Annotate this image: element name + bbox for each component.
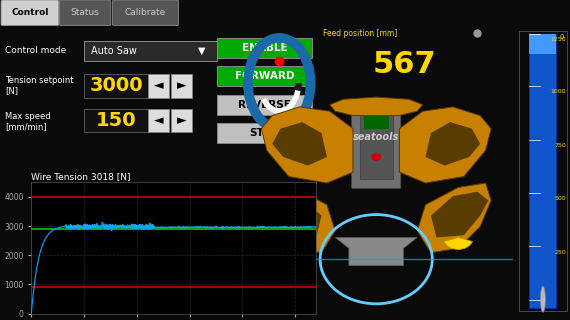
Text: ◄: ◄: [154, 114, 164, 127]
Text: FORWARD: FORWARD: [235, 71, 294, 81]
Wedge shape: [280, 237, 308, 249]
Polygon shape: [261, 107, 353, 183]
Polygon shape: [335, 237, 417, 266]
FancyBboxPatch shape: [59, 0, 111, 26]
Text: 567: 567: [373, 50, 437, 79]
Polygon shape: [417, 183, 491, 253]
Text: Tension setpoint: Tension setpoint: [5, 76, 74, 85]
FancyBboxPatch shape: [217, 38, 312, 58]
Text: 1000: 1000: [551, 90, 566, 94]
Text: ►: ►: [177, 114, 186, 127]
Text: ENABLE: ENABLE: [242, 43, 287, 53]
Text: Auto Saw: Auto Saw: [91, 46, 137, 56]
FancyBboxPatch shape: [1, 0, 59, 26]
Text: 500: 500: [555, 196, 566, 201]
Polygon shape: [425, 122, 480, 166]
FancyBboxPatch shape: [148, 74, 169, 98]
Text: 250: 250: [555, 250, 566, 254]
Bar: [530, 34, 556, 54]
Text: [N]: [N]: [5, 86, 18, 95]
FancyBboxPatch shape: [217, 66, 312, 86]
Text: 1250: 1250: [551, 37, 566, 43]
Text: ►: ►: [177, 79, 186, 92]
Text: ◄: ◄: [154, 79, 164, 92]
FancyBboxPatch shape: [84, 74, 149, 98]
FancyBboxPatch shape: [360, 113, 393, 179]
FancyBboxPatch shape: [171, 108, 193, 132]
Text: Control: Control: [11, 8, 48, 17]
Text: Control mode: Control mode: [5, 46, 66, 55]
Polygon shape: [329, 97, 423, 116]
FancyBboxPatch shape: [84, 108, 149, 132]
FancyBboxPatch shape: [530, 34, 556, 308]
Text: Feed position [mm]: Feed position [mm]: [323, 29, 397, 38]
Text: STOP: STOP: [249, 128, 280, 138]
Text: ▼: ▼: [198, 46, 205, 56]
FancyBboxPatch shape: [84, 41, 217, 61]
Polygon shape: [272, 122, 327, 166]
FancyBboxPatch shape: [217, 123, 312, 143]
FancyBboxPatch shape: [112, 0, 178, 26]
Text: [mm/min]: [mm/min]: [5, 122, 47, 131]
Text: REVERSE: REVERSE: [238, 100, 291, 110]
Polygon shape: [431, 192, 488, 237]
Polygon shape: [261, 183, 335, 253]
Text: 750: 750: [555, 143, 566, 148]
Circle shape: [371, 153, 381, 161]
Polygon shape: [400, 107, 491, 183]
FancyBboxPatch shape: [217, 95, 312, 115]
Circle shape: [540, 286, 545, 312]
Bar: [364, 116, 389, 129]
Text: 0: 0: [559, 34, 564, 40]
FancyBboxPatch shape: [352, 104, 401, 188]
Text: seatools: seatools: [353, 132, 400, 142]
Text: Status: Status: [71, 8, 100, 17]
Text: Wire Tension 3018 [N]: Wire Tension 3018 [N]: [31, 172, 131, 182]
Wedge shape: [444, 237, 473, 249]
Text: Calibrate: Calibrate: [125, 8, 166, 17]
Text: Max speed: Max speed: [5, 112, 51, 121]
FancyBboxPatch shape: [171, 74, 193, 98]
Text: 3000: 3000: [89, 76, 143, 95]
FancyBboxPatch shape: [148, 108, 169, 132]
Polygon shape: [264, 192, 321, 237]
Text: 150: 150: [96, 111, 137, 130]
